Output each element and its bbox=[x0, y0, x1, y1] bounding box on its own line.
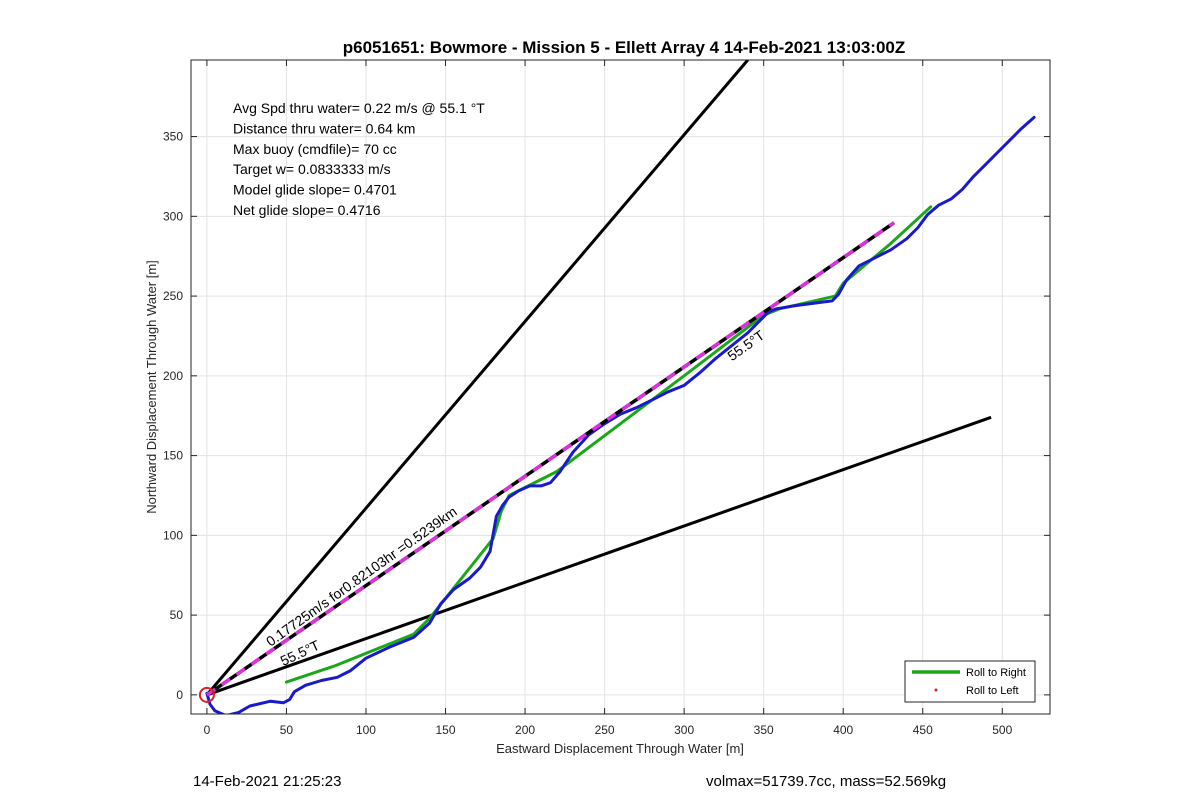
info-line: Net glide slope= 0.4716 bbox=[233, 202, 381, 218]
legend-box bbox=[904, 660, 1036, 703]
plot-area bbox=[191, 60, 1050, 714]
info-line: Max buoy (cmdfile)= 70 cc bbox=[233, 141, 397, 157]
y-tick-label: 100 bbox=[163, 528, 183, 542]
info-line: Model glide slope= 0.4701 bbox=[233, 182, 397, 198]
series-group bbox=[198, 60, 1036, 714]
info-box: Avg Spd thru water= 0.22 m/s @ 55.1 °T Di… bbox=[233, 100, 485, 218]
y-axis-label: Northward Displacement Through Water [m] bbox=[144, 260, 159, 514]
x-tick-label: 200 bbox=[515, 723, 535, 737]
x-tick-label: 250 bbox=[595, 723, 615, 737]
info-line: Distance thru water= 0.64 km bbox=[233, 120, 415, 136]
x-tick-label: 400 bbox=[833, 723, 853, 737]
tick-layer: 0 50 100 150 200 250 300 350 400 450 500 0 50 100 150 2… bbox=[163, 60, 1050, 737]
x-tick-label: 100 bbox=[356, 723, 376, 737]
x-tick-label: 0 bbox=[204, 723, 211, 737]
info-line: Avg Spd thru water= 0.22 m/s @ 55.1 °T bbox=[233, 100, 485, 116]
y-tick-label: 250 bbox=[163, 289, 183, 303]
x-tick-label: 500 bbox=[992, 723, 1012, 737]
x-tick-label: 450 bbox=[913, 723, 933, 737]
series-layer bbox=[198, 60, 1036, 714]
series-roll-right bbox=[284, 205, 933, 684]
x-tick-label: 50 bbox=[280, 723, 294, 737]
plot-frame bbox=[190, 59, 1051, 715]
chart-title: p6051651: Bowmore - Mission 5 - Ellett A… bbox=[343, 38, 906, 57]
series-ray bbox=[206, 415, 992, 697]
y-tick-label: 50 bbox=[170, 608, 184, 622]
y-tick-label: 200 bbox=[163, 369, 183, 383]
origin-marker bbox=[198, 686, 215, 703]
series-ray bbox=[205, 60, 749, 696]
x-tick-label: 150 bbox=[436, 723, 456, 737]
footer-timestamp: 14-Feb-2021 21:25:23 bbox=[193, 773, 342, 790]
info-line: Target w= 0.0833333 m/s bbox=[233, 161, 391, 177]
legend-label-roll-right: Roll to Right bbox=[966, 667, 1026, 679]
y-tick-label: 0 bbox=[176, 688, 183, 702]
series-track bbox=[205, 115, 1036, 714]
x-tick-label: 350 bbox=[754, 723, 774, 737]
legend: Roll to Right Roll to Left bbox=[904, 660, 1036, 703]
y-tick-label: 300 bbox=[163, 209, 183, 223]
x-axis-label: Eastward Displacement Through Water [m] bbox=[496, 741, 744, 756]
series-dashed-overlay bbox=[205, 221, 896, 697]
legend-label-roll-left: Roll to Left bbox=[966, 685, 1019, 697]
x-tick-label: 300 bbox=[674, 723, 694, 737]
y-tick-label: 150 bbox=[163, 449, 183, 463]
y-tick-label: 350 bbox=[163, 130, 183, 144]
grid-layer bbox=[191, 60, 1050, 714]
footer-volume-mass: volmax=51739.7cc, mass=52.569kg bbox=[706, 773, 947, 790]
legend-swatch-roll-left bbox=[934, 688, 938, 692]
